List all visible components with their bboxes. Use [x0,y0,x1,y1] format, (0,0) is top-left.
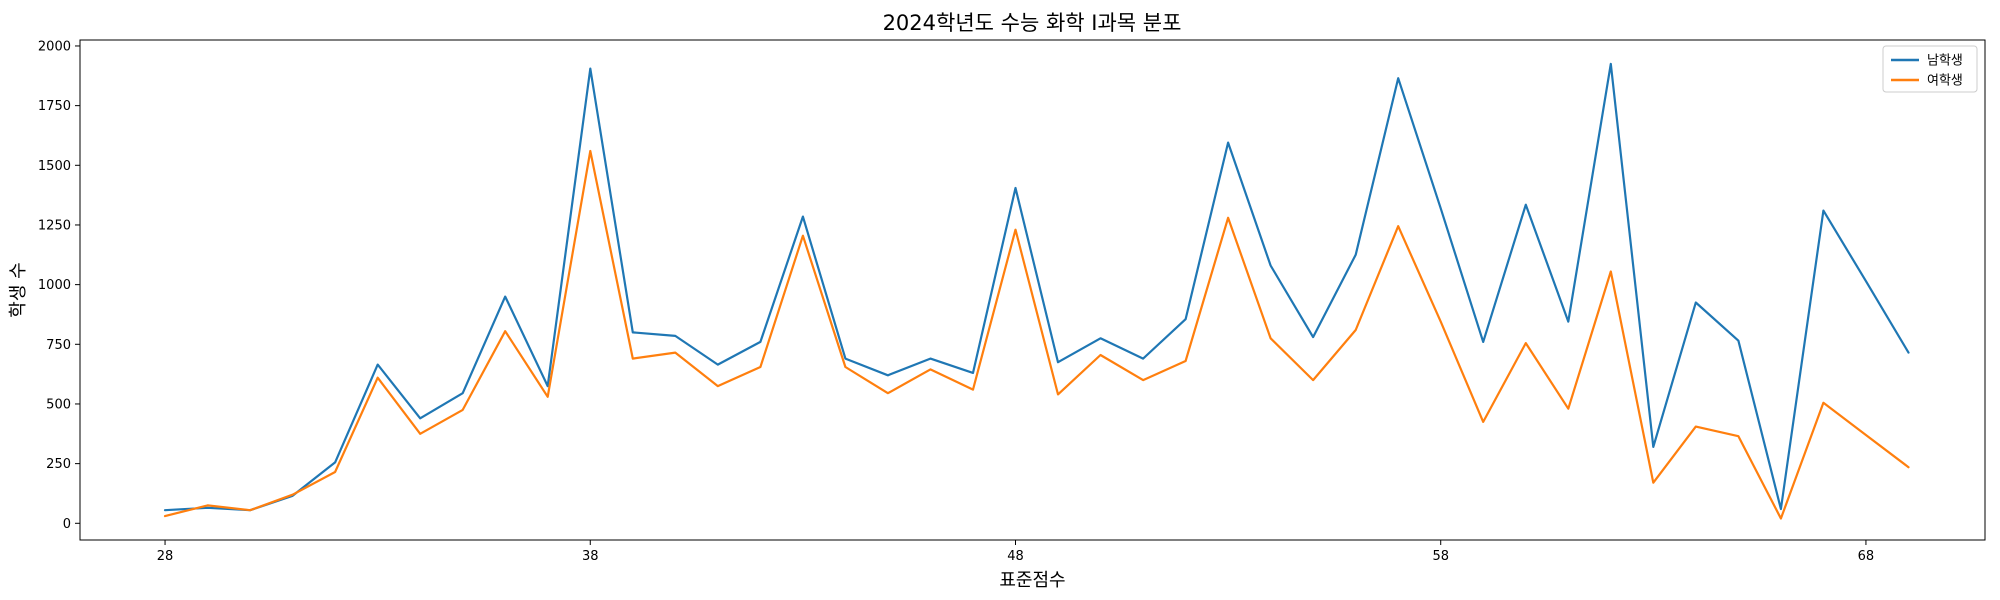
y-tick-label: 1250 [38,218,71,233]
chart-title: 2024학년도 수능 화학 I과목 분포 [883,11,1182,35]
x-tick-label: 38 [582,549,599,564]
x-axis-label: 표준점수 [999,570,1065,591]
ticks: 28 38 48 58 68 0 250 500 750 1000 1250 1500 1750 2000 [38,39,1874,564]
y-tick-label: 750 [46,338,71,353]
x-tick-label: 28 [157,549,174,564]
legend-label-2: 여학생 [1927,74,1963,89]
x-tick-label: 68 [1858,549,1875,564]
y-tick-label: 1750 [38,99,71,114]
y-axis-label: 학생 수 [8,262,29,317]
y-tick-label: 0 [63,517,71,532]
plot-frame [79,39,1986,541]
y-tick-label: 250 [46,457,71,472]
x-tick-label: 58 [1432,549,1449,564]
y-tick-label: 1000 [38,278,71,293]
x-tick-label: 48 [1007,549,1024,564]
series-line-1 [163,62,1910,512]
y-tick-label: 1500 [38,159,71,174]
y-tick-label: 2000 [38,39,71,54]
legend-label-1: 남학생 [1927,54,1963,69]
series-line-2 [163,149,1910,520]
series-lines [163,62,1910,520]
y-tick-label: 500 [46,397,71,412]
